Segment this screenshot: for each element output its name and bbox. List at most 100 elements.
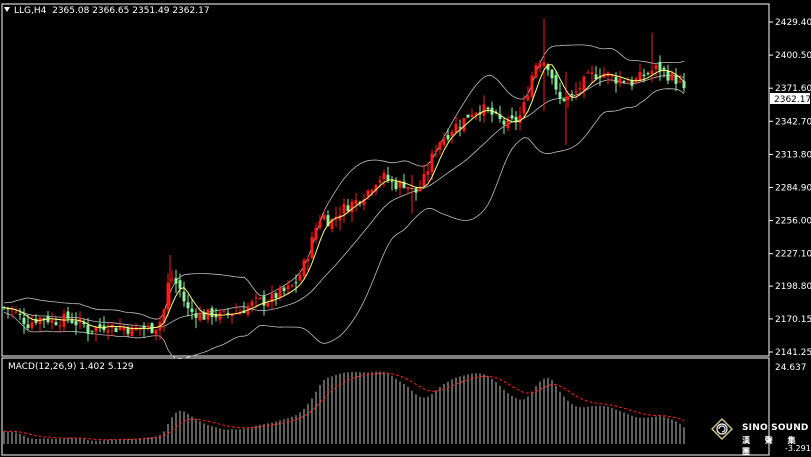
candle-body <box>274 293 278 299</box>
candle-body <box>518 115 522 123</box>
candle-body <box>306 258 310 262</box>
candle-body <box>266 302 270 307</box>
candle-body <box>194 313 198 318</box>
candle-body <box>426 171 430 175</box>
candle-body <box>218 312 222 320</box>
candle-body <box>382 173 386 180</box>
candle-body <box>526 96 530 101</box>
candle-body <box>230 313 234 317</box>
candle-body <box>566 96 570 100</box>
candle-body <box>438 142 442 151</box>
candle-body <box>138 327 142 329</box>
candle-body <box>198 312 202 321</box>
candle-body <box>626 83 630 85</box>
candle-body <box>54 322 58 325</box>
candle-body <box>530 75 534 97</box>
candle-body <box>614 76 618 84</box>
candle-body <box>90 330 94 332</box>
candle-body <box>482 104 486 116</box>
candle-body <box>118 327 122 330</box>
candle-body <box>406 186 410 190</box>
last-price-tag <box>770 92 810 104</box>
candle-body <box>250 301 254 307</box>
candle-body <box>574 91 578 93</box>
globe-logo-icon <box>711 418 733 440</box>
candle-body <box>238 312 242 315</box>
candle-body <box>98 324 102 328</box>
candle-body <box>430 153 434 172</box>
candle-body <box>510 115 514 119</box>
candle-body <box>442 138 446 146</box>
candle-body <box>190 308 194 313</box>
price-tick-label: 2198.80 <box>775 282 811 292</box>
lower-band-line <box>3 88 685 360</box>
price-tick-label: 2342.70 <box>775 117 811 127</box>
candle-body <box>66 311 70 319</box>
candle-body <box>154 329 158 335</box>
macd-tick-label: 24.637 <box>775 363 807 373</box>
macd-pane-frame <box>1 357 770 456</box>
candle-body <box>326 215 330 227</box>
candle-body <box>646 73 650 75</box>
main-pane-frame <box>1 3 770 357</box>
ma-line <box>3 64 685 330</box>
candle-body <box>506 118 510 128</box>
candle-body <box>214 314 218 318</box>
symbol-header: LLG,H4 2365.08 2366.65 2351.49 2362.17 <box>4 6 210 16</box>
upper-band-line <box>3 44 685 320</box>
candle-body <box>298 274 302 281</box>
signal-line <box>3 372 685 441</box>
candle-body <box>182 291 186 302</box>
candle-body <box>162 309 166 323</box>
candle-body <box>446 135 450 140</box>
candle-body <box>106 330 110 333</box>
candle-body <box>402 181 406 188</box>
candles <box>2 19 686 342</box>
dropdown-triangle-icon[interactable] <box>4 7 10 12</box>
candle-body <box>378 180 382 183</box>
candle-body <box>58 325 62 327</box>
brand-name: SINO SOUND <box>742 423 809 433</box>
candle-body <box>342 203 346 214</box>
candle-body <box>414 187 418 193</box>
candle-body <box>638 72 642 82</box>
candle-body <box>186 302 190 309</box>
candle-body <box>282 287 286 291</box>
candle-body <box>554 75 558 90</box>
candle-body <box>366 190 370 197</box>
price-tick-label: 2429.40 <box>775 18 811 28</box>
price-axis: 2141.25 2170.15 2198.80 2227.10 2256.00 2284.… <box>769 18 811 453</box>
candle-body <box>470 114 474 118</box>
candle-body <box>678 81 682 83</box>
price-tick-label: 2227.10 <box>775 250 811 260</box>
candle-body <box>594 74 598 80</box>
candle-body <box>114 327 118 333</box>
candle-body <box>18 313 22 315</box>
candle-body <box>682 81 686 89</box>
candle-body <box>474 112 478 116</box>
macd-signal-line <box>3 372 685 441</box>
candle-body <box>210 308 214 317</box>
candle-body <box>662 67 666 70</box>
candle-body <box>258 297 262 299</box>
candle-body <box>642 74 646 77</box>
candle-body <box>578 88 582 90</box>
brand-subtitle: 漢 聲 集 團 <box>742 436 802 456</box>
price-tick-label: 2400.50 <box>775 51 811 61</box>
price-tick-label: 2313.80 <box>775 150 811 160</box>
candle-body <box>314 227 318 240</box>
candle-body <box>618 78 622 84</box>
candle-body <box>170 279 174 281</box>
candle-body <box>362 199 366 205</box>
candle-body <box>602 73 606 78</box>
candle-body <box>498 114 502 119</box>
candle-body <box>334 216 338 219</box>
candle-body <box>26 324 30 328</box>
macd-label: MACD(12,26,9) <box>8 362 77 372</box>
candle-body <box>582 76 586 92</box>
candle-body <box>290 285 294 287</box>
brand-logo: SINO SOUND 漢 聲 集 團 <box>711 414 811 456</box>
candle-body <box>546 64 550 70</box>
candle-body <box>586 72 590 74</box>
